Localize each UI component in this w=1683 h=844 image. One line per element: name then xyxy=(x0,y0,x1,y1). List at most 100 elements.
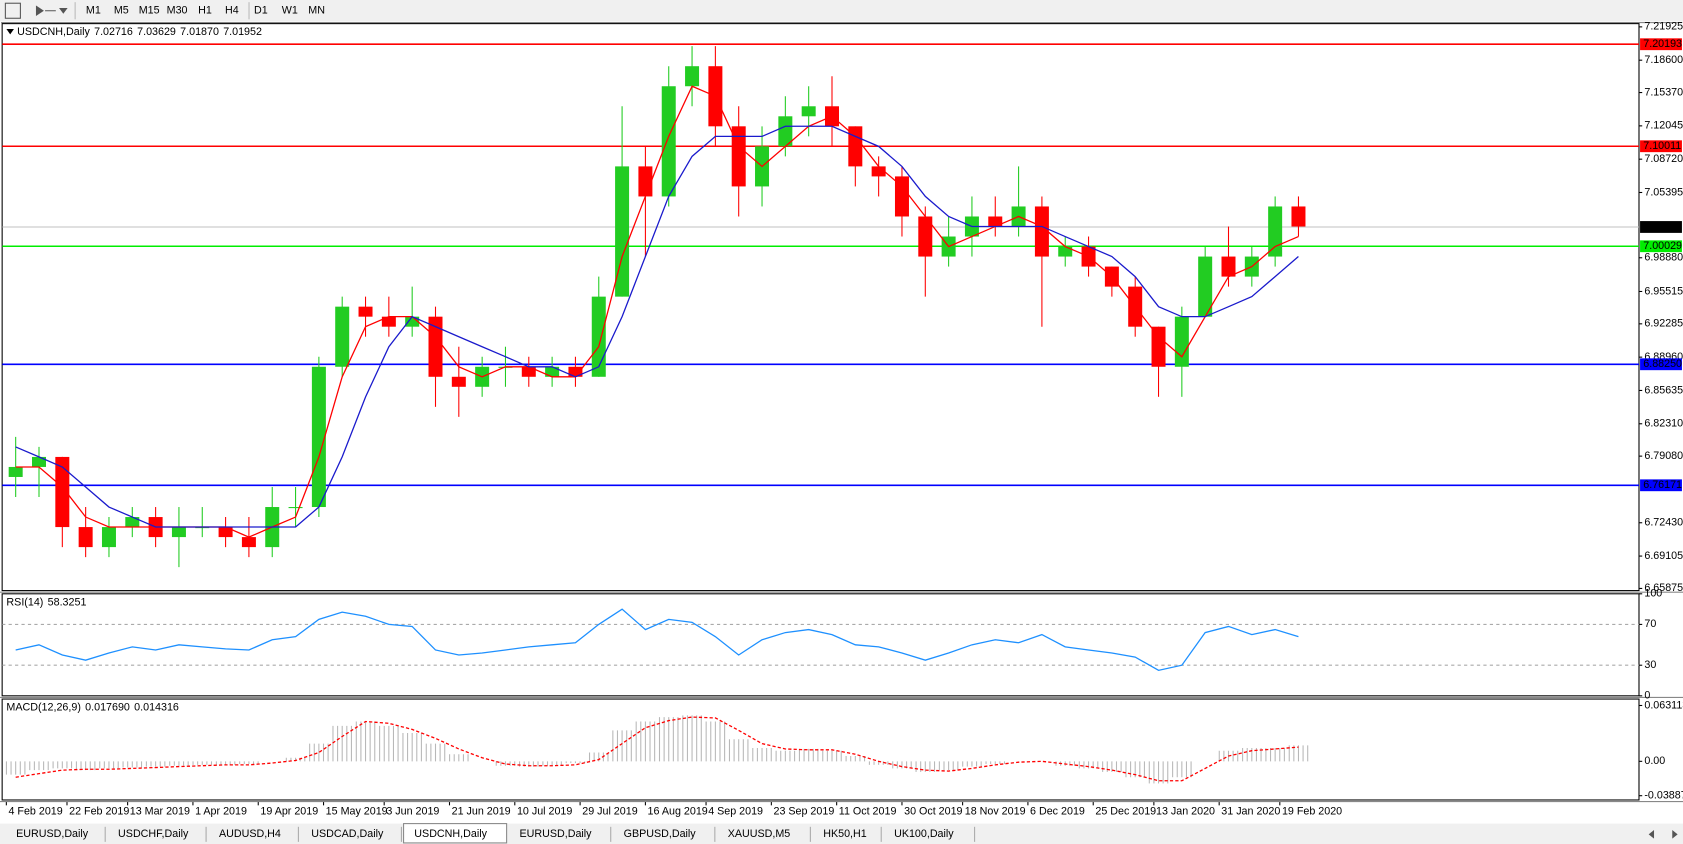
panel-frame xyxy=(1,593,1640,697)
last-price-label: 7.01952 xyxy=(1643,221,1682,233)
y-tick-label: 7.08720 xyxy=(1644,153,1683,165)
candle-body xyxy=(1174,316,1189,367)
candle-body xyxy=(358,306,373,317)
toolbar xyxy=(0,0,1683,22)
timeframe-button[interactable]: M1 xyxy=(86,5,101,17)
candle-body xyxy=(171,527,186,538)
chart-header: USDCNH,Daily 7.02716 7.03629 7.01870 7.01952 xyxy=(17,26,262,38)
candle-body xyxy=(731,126,746,187)
x-tick-label: 16 Aug 2019 xyxy=(648,806,708,818)
level-label: 7.20193 xyxy=(1643,38,1682,50)
timeframe-button[interactable]: H1 xyxy=(198,5,212,17)
timeframe-button[interactable]: M30 xyxy=(167,5,188,17)
indicator-name: MACD(12,26,9) xyxy=(6,701,80,713)
moving-average xyxy=(15,85,1299,538)
x-tick-label: 23 Sep 2019 xyxy=(774,806,835,818)
tab[interactable]: USDCHF,Daily xyxy=(118,828,189,840)
y-tick-label: 0.00 xyxy=(1644,755,1665,767)
candle-body xyxy=(78,527,93,548)
moving-average xyxy=(15,125,1299,528)
tab[interactable]: EURUSD,Daily xyxy=(16,828,89,840)
candle-body xyxy=(1034,206,1049,257)
x-tick-label: 3 Jun 2019 xyxy=(386,806,439,818)
ohlc-value: 7.02716 xyxy=(94,26,133,38)
active-tab xyxy=(403,823,508,844)
x-tick-label: 4 Feb 2019 xyxy=(8,806,62,818)
candle-body xyxy=(988,216,1003,227)
plot xyxy=(2,43,1639,568)
panel-frame xyxy=(1,698,1640,801)
candle-body xyxy=(545,366,560,377)
timeframe-button[interactable]: MN xyxy=(308,5,325,17)
indicator-value: 0.014316 xyxy=(134,701,179,713)
y-tick-label: 70 xyxy=(1644,618,1656,630)
ohlc-value: 7.01870 xyxy=(180,26,219,38)
y-tick-label: 7.05395 xyxy=(1644,186,1683,198)
indicator-value: 0.017690 xyxy=(85,701,130,713)
x-tick-label: 29 Jul 2019 xyxy=(582,806,637,818)
timeframe-button[interactable]: D1 xyxy=(254,5,268,17)
tab[interactable]: USDCAD,Daily xyxy=(311,828,384,840)
tab[interactable]: UK100,Daily xyxy=(894,828,954,840)
candle-body xyxy=(1198,256,1213,317)
symbol: USDCNH,Daily xyxy=(17,26,90,38)
x-tick-label: 22 Feb 2019 xyxy=(69,806,129,818)
tab[interactable]: GBPUSD,Daily xyxy=(624,828,697,840)
x-tick-label: 15 May 2019 xyxy=(326,806,388,818)
tab[interactable]: USDCNH,Daily xyxy=(414,828,487,840)
candle-body xyxy=(685,66,700,87)
x-tick-label: 1 Apr 2019 xyxy=(195,806,247,818)
candle-body xyxy=(871,166,886,177)
y-tick-label: 6.92285 xyxy=(1644,318,1683,330)
x-tick-label: 13 Mar 2019 xyxy=(130,806,190,818)
macd-signal xyxy=(15,716,1299,782)
timeframe-button[interactable]: H4 xyxy=(225,5,239,17)
y-tick-label: 6.79080 xyxy=(1644,450,1683,462)
indicator-header: MACD(12,26,9) 0.017690 0.014316 xyxy=(6,701,178,713)
level-label: 6.88250 xyxy=(1643,358,1682,370)
timeframe-button[interactable]: W1 xyxy=(282,5,298,17)
candle-body xyxy=(218,527,233,538)
timeframe-button[interactable]: M5 xyxy=(114,5,129,17)
indicator-name: RSI(14) xyxy=(6,596,43,608)
candle-body xyxy=(8,466,23,477)
x-tick-label: 31 Jan 2020 xyxy=(1221,806,1280,818)
tab[interactable]: XAUUSD,M5 xyxy=(728,828,791,840)
tab[interactable]: AUDUSD,H4 xyxy=(219,828,281,840)
rsi-line xyxy=(15,608,1299,672)
level-tag xyxy=(1640,38,1682,51)
y-tick-label: 0 xyxy=(1644,690,1650,702)
level-label: 7.10011 xyxy=(1643,140,1681,152)
candle-body xyxy=(125,517,140,528)
candle-body xyxy=(638,166,653,197)
indicator-header: RSI(14) 58.3251 xyxy=(6,596,86,608)
candle-body xyxy=(615,166,630,297)
y-tick-label: 7.21925 xyxy=(1644,21,1683,33)
text-tool[interactable] xyxy=(4,2,21,19)
timeframe-button[interactable]: M15 xyxy=(139,5,160,17)
x-tick-label: 13 Jan 2020 xyxy=(1156,806,1215,818)
level-tag xyxy=(1640,240,1682,253)
objects-tool[interactable] xyxy=(35,5,68,17)
candle-body xyxy=(311,366,326,508)
candle-body xyxy=(661,86,676,197)
x-tick-label: 19 Feb 2020 xyxy=(1282,806,1342,818)
candle-body xyxy=(381,316,396,327)
tab[interactable]: HK50,H1 xyxy=(823,828,867,840)
candle-body xyxy=(1151,326,1166,367)
header-arrow xyxy=(6,28,14,35)
candle-body xyxy=(241,537,256,548)
x-tick-label: 10 Jul 2019 xyxy=(517,806,572,818)
level-label: 6.76171 xyxy=(1643,479,1682,491)
candle-body xyxy=(451,376,466,387)
candle-body xyxy=(32,456,46,467)
y-tick-label: 6.65875 xyxy=(1644,582,1683,594)
candle-body xyxy=(428,316,443,377)
plot xyxy=(5,715,1309,784)
level-tag xyxy=(1640,479,1682,492)
tab[interactable]: EURUSD,Daily xyxy=(519,828,592,840)
ohlc-value: 7.03629 xyxy=(137,26,176,38)
candle-body xyxy=(591,296,606,377)
candle-body xyxy=(918,216,933,257)
candle-body xyxy=(1221,256,1236,277)
